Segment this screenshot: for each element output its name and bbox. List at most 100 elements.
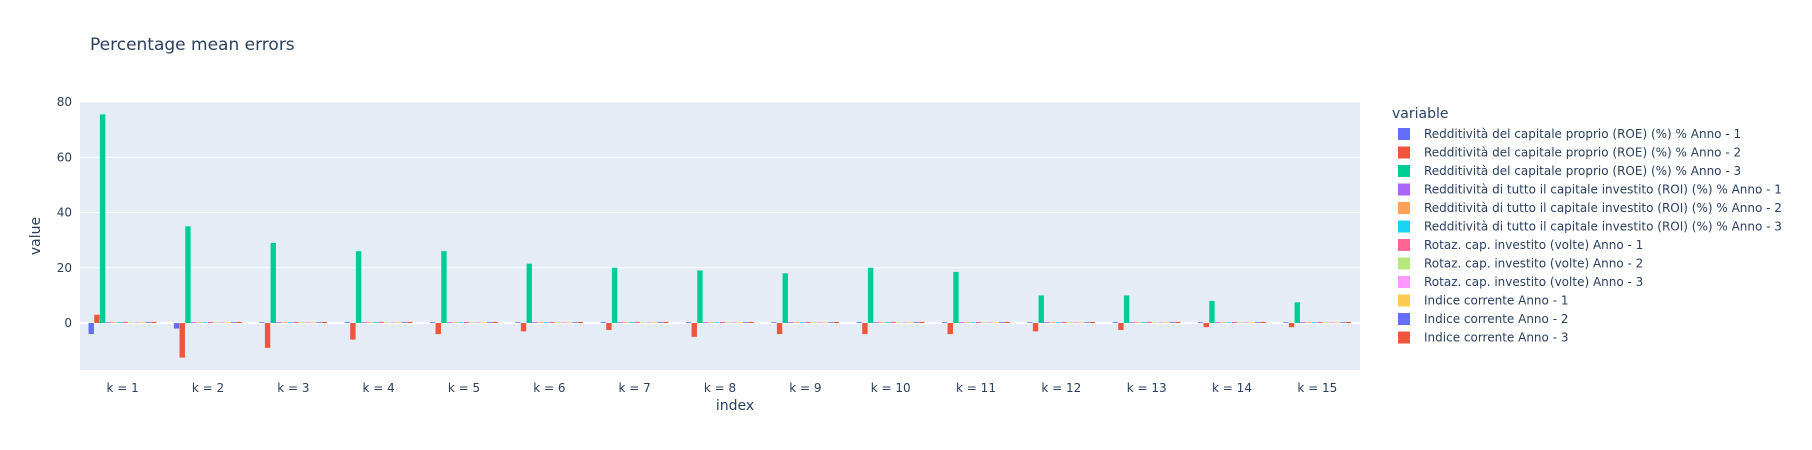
bar xyxy=(958,322,965,324)
bar xyxy=(1135,322,1141,324)
bar xyxy=(611,267,618,324)
bar xyxy=(304,322,311,324)
bar xyxy=(623,322,629,324)
bar xyxy=(879,322,885,324)
bar xyxy=(1220,322,1227,324)
legend-item[interactable]: Indice corrente Anno - 3 xyxy=(1398,331,1568,345)
legend-label: Redditività del capitale proprio (ROE) (… xyxy=(1424,127,1741,141)
bar xyxy=(1158,322,1164,324)
bar xyxy=(111,322,117,324)
bar xyxy=(964,322,971,324)
bar xyxy=(395,322,402,324)
bar xyxy=(173,323,180,329)
bar xyxy=(139,322,146,324)
bar xyxy=(919,321,925,324)
bar xyxy=(190,322,197,324)
legend-swatch xyxy=(1398,257,1410,270)
bar xyxy=(236,321,242,324)
bar xyxy=(355,251,362,324)
bar xyxy=(981,322,988,324)
bar xyxy=(105,322,111,324)
bar xyxy=(486,322,493,324)
bar xyxy=(1152,322,1158,324)
legend-item[interactable]: Redditività del capitale proprio (ROE) (… xyxy=(1398,146,1741,160)
bar xyxy=(1055,322,1062,324)
legend-item[interactable]: Rotaz. cap. investito (volte) Anno - 3 xyxy=(1398,275,1643,289)
bar xyxy=(1027,322,1033,324)
bar xyxy=(225,322,231,324)
x-tick-label: k = 9 xyxy=(789,381,821,395)
bar xyxy=(1067,322,1073,324)
legend-swatch xyxy=(1398,183,1410,196)
bar xyxy=(276,322,282,324)
bar xyxy=(230,322,237,324)
bar xyxy=(771,322,777,324)
bar xyxy=(264,323,271,348)
legend-item[interactable]: Redditività del capitale proprio (ROE) (… xyxy=(1398,164,1741,178)
legend-item[interactable]: Indice corrente Anno - 1 xyxy=(1398,294,1568,308)
bar xyxy=(1032,323,1039,332)
bar xyxy=(134,322,140,324)
bar xyxy=(293,321,299,324)
x-tick-label: k = 14 xyxy=(1212,381,1252,395)
x-tick-label: k = 5 xyxy=(448,381,480,395)
bar xyxy=(481,322,487,324)
bar xyxy=(1140,322,1147,324)
legend-item[interactable]: Rotaz. cap. investito (volte) Anno - 1 xyxy=(1398,238,1643,252)
bar xyxy=(299,322,305,324)
bar xyxy=(1163,322,1170,324)
legend-swatch xyxy=(1398,146,1410,159)
bar xyxy=(1294,302,1300,324)
bar xyxy=(537,322,544,324)
x-tick-label: k = 7 xyxy=(619,381,651,395)
bar xyxy=(1129,322,1135,324)
legend-label: Rotaz. cap. investito (volte) Anno - 3 xyxy=(1424,275,1643,289)
bar xyxy=(646,322,652,324)
bar xyxy=(520,323,527,332)
x-axis-title: index xyxy=(716,398,754,414)
legend-item[interactable]: Redditività di tutto il capitale investi… xyxy=(1398,183,1782,197)
bar xyxy=(1004,321,1010,324)
bars xyxy=(88,114,1352,358)
bar xyxy=(617,322,623,324)
bar xyxy=(702,322,709,324)
bar xyxy=(384,322,390,324)
bar xyxy=(1203,323,1209,328)
bar xyxy=(907,322,914,324)
x-tick-label: k = 4 xyxy=(363,381,395,395)
bar xyxy=(697,270,703,324)
legend-item[interactable]: Rotaz. cap. investito (volte) Anno - 2 xyxy=(1398,257,1643,271)
legend-swatch xyxy=(1398,294,1410,307)
bar xyxy=(566,322,572,324)
y-tick-label: 80 xyxy=(57,95,72,109)
legend-item[interactable]: Redditività del capitale proprio (ROE) (… xyxy=(1398,127,1741,141)
bar xyxy=(475,322,481,324)
legend-label: Redditività di tutto il capitale investi… xyxy=(1424,220,1782,234)
bar xyxy=(560,322,567,324)
legend-label: Indice corrente Anno - 2 xyxy=(1424,312,1568,326)
legend-item[interactable]: Redditività di tutto il capitale investi… xyxy=(1398,201,1782,215)
x-tick-label: k = 10 xyxy=(871,381,911,395)
bar xyxy=(99,114,106,324)
bar xyxy=(970,322,976,324)
bar xyxy=(429,322,436,324)
bar xyxy=(1305,322,1312,324)
legend-label: Redditività del capitale proprio (ROE) (… xyxy=(1424,164,1741,178)
legend-item[interactable]: Redditività di tutto il capitale investi… xyxy=(1398,220,1782,234)
bar xyxy=(1118,323,1124,330)
legend-swatch xyxy=(1398,128,1410,140)
bar xyxy=(549,321,555,324)
bar xyxy=(464,321,470,324)
bar xyxy=(1214,322,1221,324)
legend-item[interactable]: Indice corrente Anno - 2 xyxy=(1398,312,1568,326)
bar xyxy=(1044,322,1050,324)
bar xyxy=(856,322,862,324)
bar xyxy=(407,321,413,324)
bar xyxy=(799,322,806,324)
bar xyxy=(816,322,823,324)
bar xyxy=(1317,321,1323,324)
x-axis-ticks: k = 1 k = 2 k = 3 k = 4 k = 5 k = 6 k = 7 k = 8… xyxy=(107,381,1338,395)
y-tick-label: 0 xyxy=(64,316,72,330)
bar xyxy=(896,322,902,324)
bar xyxy=(1254,322,1261,324)
